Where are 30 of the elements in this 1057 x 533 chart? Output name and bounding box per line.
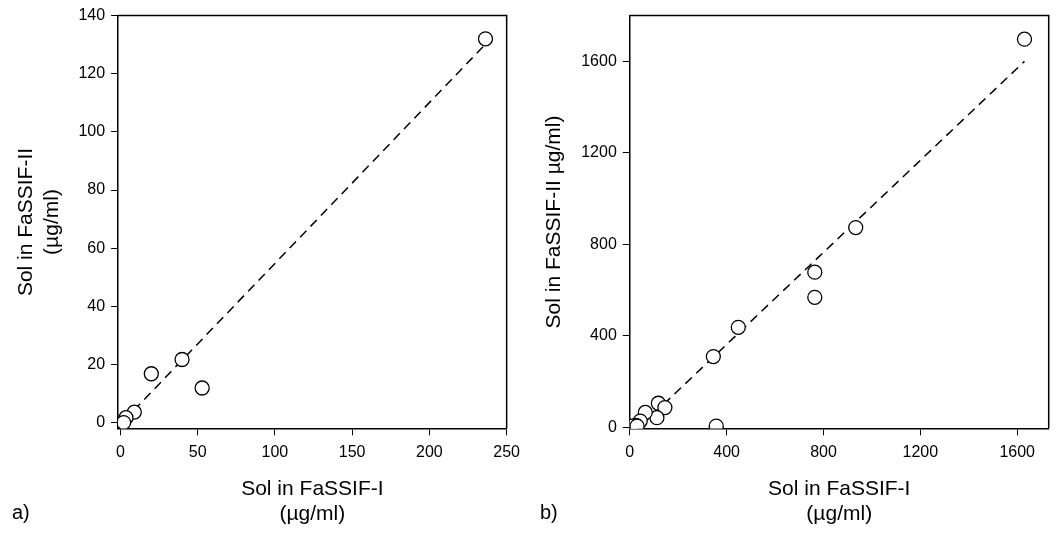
x-tick-label: 1600	[999, 443, 1036, 461]
x-tick-label: 400	[713, 443, 741, 461]
y-axis-title: Sol in FaSSIF-II (µg/ml)	[13, 147, 62, 297]
y-tick-label: 60	[87, 238, 106, 256]
y-tick-label: 40	[87, 296, 106, 314]
y-tick-label: 1600	[581, 51, 617, 69]
y-tick-label: 120	[78, 64, 106, 82]
x-tick-label: 200	[416, 443, 443, 461]
y-tick-label: 400	[590, 326, 617, 344]
x-axis-title: Sol in FaSSIF-I (µg/ml)	[241, 476, 384, 525]
y-tick-label: 100	[78, 122, 106, 140]
y-axis-title: Sol in FaSSIF-II µg/ml)	[541, 115, 565, 329]
y-tick-label: 800	[590, 234, 617, 252]
text: a)	[12, 501, 30, 523]
y-tick-label: 140	[78, 6, 106, 24]
x-tick-label: 100	[261, 443, 289, 461]
x-tick-label: 150	[338, 443, 366, 461]
y-tick-label: 0	[96, 412, 106, 430]
x-tick-label: 250	[493, 443, 521, 461]
x-tick-label: 800	[810, 443, 837, 461]
text: b)	[540, 501, 558, 523]
x-tick-label: 50	[188, 443, 207, 461]
y-tick-label: 80	[87, 180, 106, 198]
y-tick-label: 0	[607, 417, 617, 435]
x-tick-label: 0	[115, 443, 125, 461]
x-axis-title: Sol in FaSSIF-I (µg/ml)	[768, 476, 911, 525]
y-tick-label: 20	[87, 354, 106, 372]
x-tick-label: 1200	[902, 443, 939, 461]
y-tick-label: 1200	[581, 143, 617, 161]
x-tick-label: 0	[625, 443, 635, 461]
